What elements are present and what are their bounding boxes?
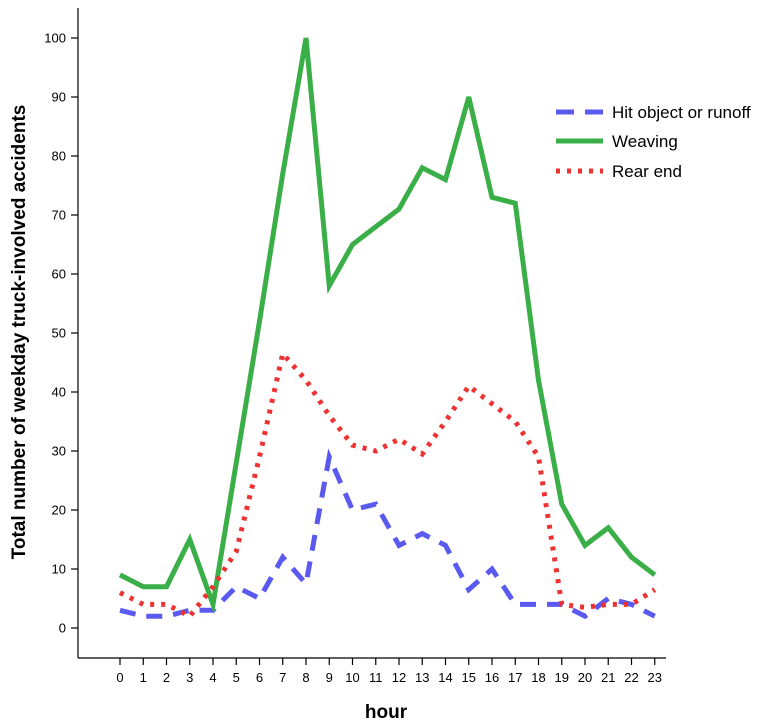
x-tick-label: 22 [624, 670, 638, 685]
y-tick-label: 100 [44, 31, 66, 46]
x-tick-label: 15 [462, 670, 476, 685]
axes [77, 8, 666, 659]
y-axis-title: Total number of weekday truck-involved a… [9, 105, 30, 560]
x-tick-label: 5 [233, 670, 240, 685]
x-tick-label: 4 [209, 670, 216, 685]
x-tick-label: 23 [648, 670, 662, 685]
series-lines [118, 37, 657, 620]
x-tick-label: 2 [163, 670, 170, 685]
y-tick-label: 20 [52, 503, 66, 518]
x-axis-title: hour [365, 702, 408, 723]
y-tick-label: 0 [59, 621, 66, 636]
series-line-weaving [118, 37, 657, 615]
x-tick-label: 8 [302, 670, 309, 685]
x-tick-label: 20 [578, 670, 592, 685]
x-tick-label: 10 [345, 670, 359, 685]
x-tick-label: 17 [508, 670, 522, 685]
legend-label: Rear end [612, 162, 682, 181]
y-ticks: 0 10 20 30 40 50 60 70 80 90 100 [44, 31, 78, 636]
x-tick-label: 7 [279, 670, 286, 685]
y-tick-label: 80 [52, 149, 66, 164]
x-tick-label: 1 [140, 670, 147, 685]
legend-label: Weaving [612, 132, 678, 151]
x-tick-label: 3 [186, 670, 193, 685]
y-tick-label: 30 [52, 444, 66, 459]
x-tick-label: 12 [392, 670, 406, 685]
x-tick-label: 19 [555, 670, 569, 685]
x-tick-label: 0 [116, 670, 123, 685]
y-tick-label: 90 [52, 90, 66, 105]
x-tick-label: 16 [485, 670, 499, 685]
x-tick-label: 14 [438, 670, 452, 685]
y-tick-label: 70 [52, 208, 66, 223]
x-tick-label: 13 [415, 670, 429, 685]
x-tick-label: 9 [326, 670, 333, 685]
x-tick-label: 21 [601, 670, 615, 685]
legend-label: Hit object or runoff [612, 103, 751, 122]
x-ticks: 0 1 2 3 4 5 6 7 8 9 10 11 12 13 14 15 16 17 18 19 20 21 22 23 [116, 658, 662, 685]
y-tick-label: 10 [52, 562, 66, 577]
x-tick-label: 18 [531, 670, 545, 685]
x-tick-label: 11 [369, 670, 383, 685]
y-tick-label: 50 [52, 326, 66, 341]
x-tick-label: 6 [256, 670, 263, 685]
y-tick-label: 40 [52, 385, 66, 400]
y-tick-label: 60 [52, 267, 66, 282]
series-line-hit-object-or-runoff [119, 448, 656, 620]
legend: Hit object or runoff Weaving Rear end [556, 103, 751, 181]
series-line-rear-end [118, 348, 657, 620]
